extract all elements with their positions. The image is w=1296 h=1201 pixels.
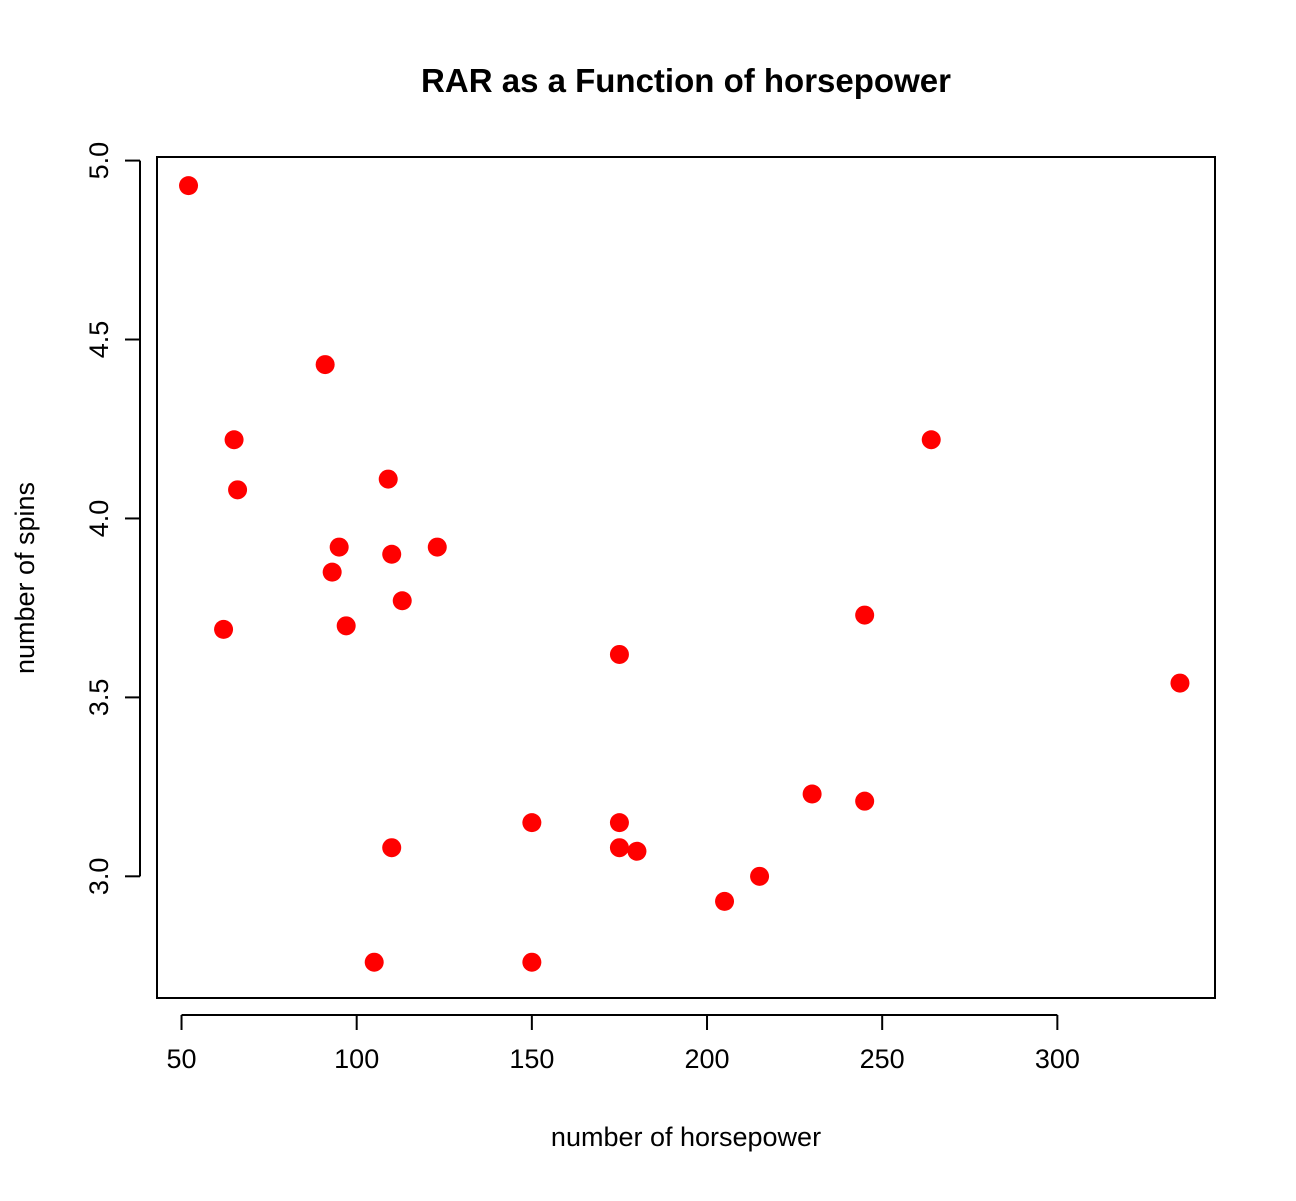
data-point — [522, 952, 542, 972]
data-point — [364, 952, 384, 972]
data-point — [921, 430, 941, 450]
y-tick-label: 4.0 — [84, 500, 114, 538]
data-point — [802, 784, 822, 804]
data-point — [750, 866, 770, 886]
data-point — [322, 562, 342, 582]
data-point — [315, 355, 335, 375]
x-axis: 50 100 150 200 250 300 — [166, 1014, 1080, 1074]
y-tick-label: 3.5 — [84, 679, 114, 717]
y-axis: 3.0 3.5 4.0 4.5 5.0 — [84, 142, 141, 896]
x-axis-label: number of horsepower — [551, 1122, 821, 1152]
data-point — [609, 813, 629, 833]
data-point — [382, 838, 402, 858]
data-point — [224, 430, 244, 450]
data-point — [609, 644, 629, 664]
data-point — [627, 841, 647, 861]
data-point — [214, 619, 234, 639]
y-tick-label: 4.5 — [84, 321, 114, 359]
x-tick-label: 150 — [509, 1044, 554, 1074]
y-axis-label: number of spins — [10, 482, 40, 674]
x-tick-label: 50 — [166, 1044, 196, 1074]
data-point — [715, 891, 735, 911]
data-point — [855, 791, 875, 811]
x-tick-label: 200 — [684, 1044, 729, 1074]
chart-title: RAR as a Function of horsepower — [421, 62, 951, 99]
data-point — [382, 544, 402, 564]
data-point — [378, 469, 398, 489]
x-tick-label: 300 — [1035, 1044, 1080, 1074]
data-points — [179, 176, 1190, 972]
data-point — [427, 537, 447, 557]
data-point — [392, 591, 412, 611]
data-point — [228, 480, 248, 500]
data-point — [522, 813, 542, 833]
data-point — [329, 537, 349, 557]
x-tick-label: 250 — [860, 1044, 905, 1074]
y-tick-label: 3.0 — [84, 858, 114, 896]
y-tick-label: 5.0 — [84, 142, 114, 180]
plot-frame — [156, 156, 1216, 999]
data-point — [855, 605, 875, 625]
data-point — [179, 176, 199, 196]
data-point — [336, 616, 356, 636]
x-tick-label: 100 — [334, 1044, 379, 1074]
data-point — [609, 838, 629, 858]
data-point — [1170, 673, 1190, 693]
